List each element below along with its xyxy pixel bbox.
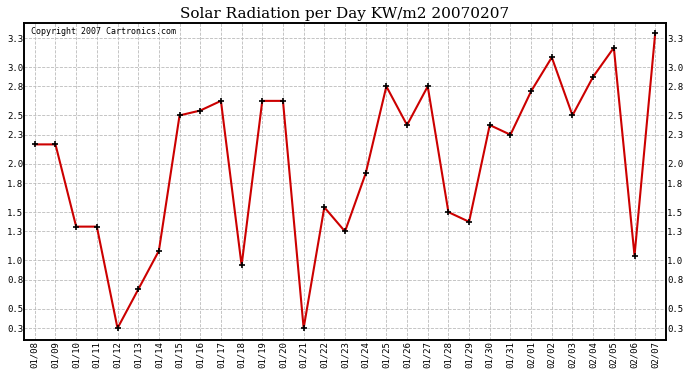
Text: Copyright 2007 Cartronics.com: Copyright 2007 Cartronics.com [31,27,176,36]
Title: Solar Radiation per Day KW/m2 20070207: Solar Radiation per Day KW/m2 20070207 [181,7,509,21]
